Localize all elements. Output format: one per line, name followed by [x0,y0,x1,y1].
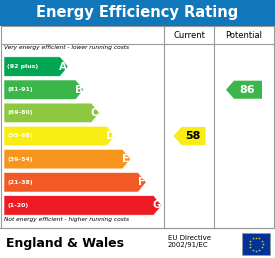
Polygon shape [174,127,205,145]
Text: 86: 86 [239,85,255,95]
Text: (1-20): (1-20) [7,203,28,208]
Polygon shape [4,103,99,123]
Polygon shape [4,196,162,215]
Polygon shape [4,80,84,99]
Text: (39-54): (39-54) [7,157,33,162]
Text: (69-80): (69-80) [7,110,32,115]
Text: England & Wales: England & Wales [6,237,124,249]
Text: EU Directive: EU Directive [168,235,211,241]
Text: B: B [75,85,83,95]
Text: (55-68): (55-68) [7,133,33,139]
Text: (92 plus): (92 plus) [7,64,38,69]
Polygon shape [4,173,146,192]
Text: E: E [122,154,129,164]
Text: Not energy efficient - higher running costs: Not energy efficient - higher running co… [4,217,129,222]
Bar [0,0,275,26]
Polygon shape [4,126,115,146]
Text: 58: 58 [185,131,200,141]
Text: (21-38): (21-38) [7,180,33,185]
Text: G: G [153,200,161,211]
Polygon shape [4,57,68,76]
Polygon shape [226,81,262,99]
Text: F: F [138,177,145,187]
Polygon shape [4,149,131,169]
Text: D: D [106,131,114,141]
Text: (81-91): (81-91) [7,87,33,92]
Text: Potential: Potential [226,30,263,39]
Text: Energy Efficiency Rating: Energy Efficiency Rating [36,5,239,20]
Bar [242,233,270,255]
Text: Current: Current [174,30,205,39]
Text: 2002/91/EC: 2002/91/EC [168,242,209,248]
Bar [1,26,274,228]
Text: C: C [90,108,98,118]
Text: Very energy efficient - lower running costs: Very energy efficient - lower running co… [4,45,129,50]
Text: A: A [59,62,67,71]
